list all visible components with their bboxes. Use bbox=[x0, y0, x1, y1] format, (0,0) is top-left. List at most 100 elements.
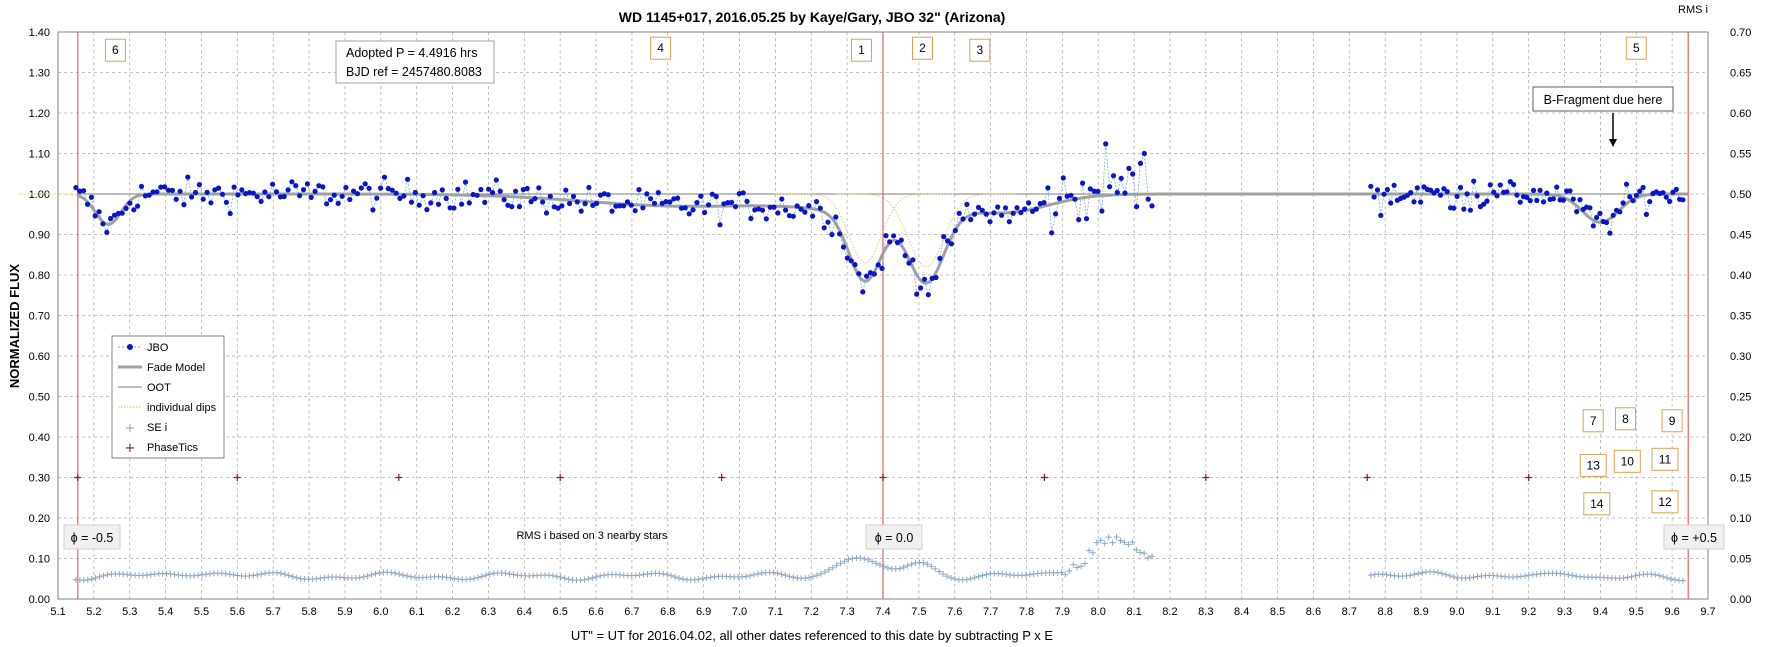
x-tick-label: 8.6 bbox=[1306, 606, 1321, 618]
x-tick-label: 8.2 bbox=[1162, 606, 1177, 618]
x-tick-label: 8.1 bbox=[1126, 606, 1141, 618]
jbo-point bbox=[594, 200, 600, 206]
jbo-point bbox=[702, 209, 708, 216]
x-tick-label: 7.5 bbox=[911, 606, 926, 618]
se-i-point bbox=[1367, 572, 1374, 579]
y2-tick-label: 0.05 bbox=[1730, 554, 1751, 566]
svg-text:OOT: OOT bbox=[147, 382, 171, 394]
se-i-point bbox=[199, 571, 206, 578]
jbo-point bbox=[1118, 175, 1124, 181]
phase-tic bbox=[556, 474, 564, 481]
y-tick-label: 0.60 bbox=[29, 351, 50, 363]
x-tick-label: 7.1 bbox=[768, 606, 783, 618]
jbo-point bbox=[528, 199, 534, 205]
x-tick-label: 8.3 bbox=[1198, 606, 1213, 618]
x-tick-label: 5.9 bbox=[337, 606, 352, 618]
se-i-point bbox=[774, 570, 781, 577]
jbo-point bbox=[1680, 197, 1686, 203]
se-i-point bbox=[1125, 541, 1132, 548]
jbo-point bbox=[277, 194, 283, 200]
se-i-point bbox=[281, 571, 288, 578]
y2-axis-label: RMS i bbox=[1678, 4, 1708, 16]
jbo-point bbox=[790, 213, 796, 219]
se-i-point bbox=[1620, 575, 1627, 581]
se-i-point bbox=[1407, 572, 1414, 579]
jbo-point bbox=[1137, 160, 1144, 166]
svg-text:JBO: JBO bbox=[147, 342, 169, 354]
jbo-point bbox=[1041, 200, 1047, 206]
jbo-point bbox=[424, 207, 430, 213]
se-i-point bbox=[368, 571, 375, 578]
svg-text:7: 7 bbox=[1590, 414, 1597, 428]
jbo-point bbox=[347, 196, 353, 203]
jbo-point bbox=[478, 186, 484, 193]
fade-model-curve bbox=[77, 192, 1688, 285]
jbo-point bbox=[1018, 209, 1024, 216]
jbo-point bbox=[559, 203, 565, 209]
jbo-point bbox=[1643, 211, 1649, 217]
x-tick-label: 9.3 bbox=[1557, 606, 1572, 618]
se-i-point bbox=[778, 571, 785, 578]
jbo-point bbox=[81, 188, 87, 194]
jbo-point bbox=[1560, 197, 1566, 203]
jbo-point bbox=[682, 205, 688, 211]
svg-text:14: 14 bbox=[1590, 497, 1604, 511]
se-i-point bbox=[680, 576, 686, 583]
jbo-point bbox=[262, 189, 268, 195]
jbo-point bbox=[983, 211, 989, 217]
jbo-point bbox=[547, 193, 553, 199]
x-tick-label: 6.3 bbox=[481, 606, 496, 618]
jbo-point bbox=[223, 199, 229, 205]
x-tick-label: 5.4 bbox=[158, 606, 173, 618]
se-i-point bbox=[817, 570, 824, 577]
jbo-point bbox=[416, 202, 422, 208]
jbo-point bbox=[1640, 184, 1646, 191]
se-i-point bbox=[873, 560, 880, 567]
jbo-point bbox=[489, 189, 496, 196]
jbo-point bbox=[524, 185, 530, 192]
se-i-point bbox=[502, 570, 509, 577]
jbo-point bbox=[574, 199, 580, 205]
svg-text:10: 10 bbox=[1621, 454, 1635, 468]
jbo-point bbox=[1570, 196, 1576, 202]
x-tick-label: 9.6 bbox=[1664, 606, 1679, 618]
jbo-point bbox=[111, 212, 118, 218]
se-i-point bbox=[1561, 571, 1568, 577]
jbo-point bbox=[258, 198, 264, 204]
jbo-point bbox=[1524, 194, 1530, 200]
jbo-point bbox=[370, 207, 376, 213]
jbo-point bbox=[937, 255, 943, 261]
jbo-point bbox=[910, 257, 916, 263]
jbo-point bbox=[1087, 186, 1093, 192]
jbo-point bbox=[563, 187, 569, 193]
x-tick-label: 5.6 bbox=[230, 606, 245, 618]
jbo-point bbox=[644, 191, 650, 197]
jbo-point bbox=[1537, 187, 1543, 193]
jbo-point bbox=[856, 271, 862, 277]
se-i-point bbox=[900, 564, 907, 571]
jbo-point bbox=[1620, 200, 1626, 206]
se-i-point bbox=[754, 570, 761, 577]
jbo-point bbox=[1673, 186, 1679, 192]
se-i-point bbox=[356, 574, 363, 581]
jbo-point bbox=[343, 184, 349, 191]
jbo-point bbox=[987, 219, 993, 225]
jbo-point bbox=[1667, 198, 1673, 204]
dip-label: 12 bbox=[1651, 490, 1679, 514]
jbo-point bbox=[636, 187, 642, 193]
info-period: Adopted P = 4.4916 hrs bbox=[346, 46, 477, 60]
se-i-point bbox=[790, 574, 797, 581]
jbo-point bbox=[975, 204, 982, 210]
se-i-point bbox=[486, 571, 493, 578]
se-i-point bbox=[565, 576, 572, 583]
x-tick-label: 6.0 bbox=[373, 606, 388, 618]
jbo-point bbox=[501, 197, 507, 203]
se-i-point bbox=[482, 572, 489, 579]
jbo-point bbox=[281, 193, 287, 200]
se-i-point bbox=[96, 573, 103, 580]
jbo-point bbox=[1497, 182, 1503, 188]
se-i-point bbox=[1121, 539, 1128, 546]
jbo-point bbox=[1454, 193, 1460, 199]
se-i-point bbox=[833, 562, 840, 569]
x-tick-label: 7.6 bbox=[947, 606, 962, 618]
